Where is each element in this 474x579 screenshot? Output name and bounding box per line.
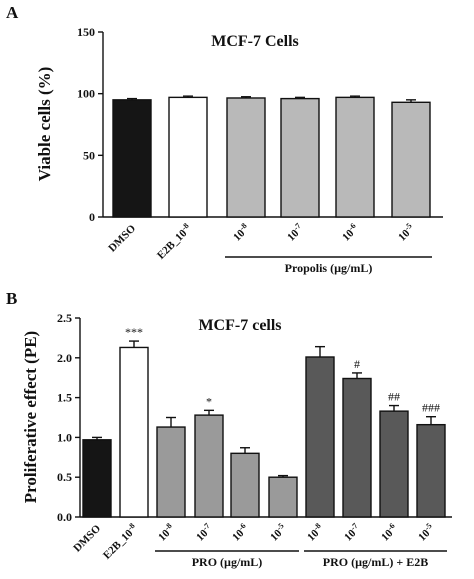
chart-b-bar <box>194 414 224 518</box>
chart-b-significance-label: ## <box>388 390 400 404</box>
chart-a-category-label: DMSO <box>106 222 138 254</box>
chart-b-title: MCF-7 cells <box>198 317 281 334</box>
chart-b-group-label: PRO (µg/mL) + E2B <box>323 555 428 569</box>
chart-a-ylabel: Viable cells (%) <box>35 67 54 182</box>
chart-b-bar <box>82 439 112 518</box>
chart-b-significance-label: *** <box>125 325 143 339</box>
chart-b-category-label: 10-8 <box>154 521 177 544</box>
panel-b-letter: B <box>6 289 17 308</box>
chart-b-bar <box>379 410 409 518</box>
chart-b-category-label: E2B_10-8 <box>99 521 140 562</box>
chart-b-ytick-label: 0.0 <box>57 510 72 524</box>
chart-b-ytick-label: 2.0 <box>57 351 72 365</box>
chart-a-category-label: 10-5 <box>394 221 417 244</box>
chart-a-ytick-label: 150 <box>77 25 95 39</box>
chart-b-bar <box>342 377 372 518</box>
chart-a-category-label: 10-8 <box>229 221 252 244</box>
panel-a-letter: A <box>6 3 19 22</box>
chart-b-category-label: 10-5 <box>266 521 289 544</box>
chart-a-bar <box>280 97 320 218</box>
panel-a: A MCF-7 Cells Viable cells (%) 0 50 100 150… <box>6 3 443 275</box>
chart-a-title: MCF-7 Cells <box>211 33 299 50</box>
chart-b-ylabel: Proliferative effect (PE) <box>21 331 40 503</box>
chart-b-category-label: 10-7 <box>340 521 363 544</box>
chart-b-significance-label: ### <box>422 401 440 415</box>
chart-b-ytick-label: 2.5 <box>57 311 72 325</box>
chart-b-bar <box>305 356 335 518</box>
chart-b-ytick-label: 1.0 <box>57 430 72 444</box>
chart-a-bar <box>335 96 375 218</box>
chart-a-ytick-label: 0 <box>89 210 95 224</box>
chart-b-category-label: 10-8 <box>303 521 326 544</box>
chart-b-category-label: 10-6 <box>228 521 251 544</box>
panel-b: B MCF-7 cells Proliferative effect (PE) … <box>6 289 452 569</box>
chart-b-plot: 0.0 0.5 1.0 1.5 2.0 2.5 DMSO *** E2B_10-8 10-8 * 10… <box>57 311 452 569</box>
chart-b-bar <box>268 476 298 518</box>
chart-a-plot: 0 50 100 150 DMSO E2B_10-8 10-8 10-7 10-6 10-5 Pro… <box>77 25 443 275</box>
chart-b-category-label: 10-5 <box>414 521 437 544</box>
chart-a-category-label: 10-7 <box>283 221 306 244</box>
chart-a-bar <box>168 96 208 218</box>
chart-b-category-label: 10-6 <box>377 521 400 544</box>
chart-a-ytick-label: 100 <box>77 87 95 101</box>
chart-a-bar <box>226 97 266 218</box>
chart-a-category-label: E2B_10-8 <box>153 221 194 262</box>
chart-a-bar <box>391 101 431 218</box>
chart-b-bar <box>119 346 149 518</box>
chart-b-category-label: 10-7 <box>192 521 215 544</box>
chart-b-significance-label: # <box>354 357 360 371</box>
chart-b-bar <box>156 426 186 518</box>
chart-b-ytick-label: 1.5 <box>57 391 72 405</box>
chart-b-bar <box>230 452 260 518</box>
chart-b-ytick-label: 0.5 <box>57 470 72 484</box>
chart-a-bar <box>112 99 152 218</box>
chart-b-bar <box>416 423 446 518</box>
chart-b-group-label: PRO (µg/mL) <box>192 555 263 569</box>
chart-a-group-label: Propolis (µg/mL) <box>285 261 373 275</box>
chart-b-category-label: DMSO <box>71 522 103 554</box>
chart-a-ytick-label: 50 <box>83 148 95 162</box>
chart-b-significance-label: * <box>206 394 212 408</box>
chart-a-category-label: 10-6 <box>338 221 361 244</box>
